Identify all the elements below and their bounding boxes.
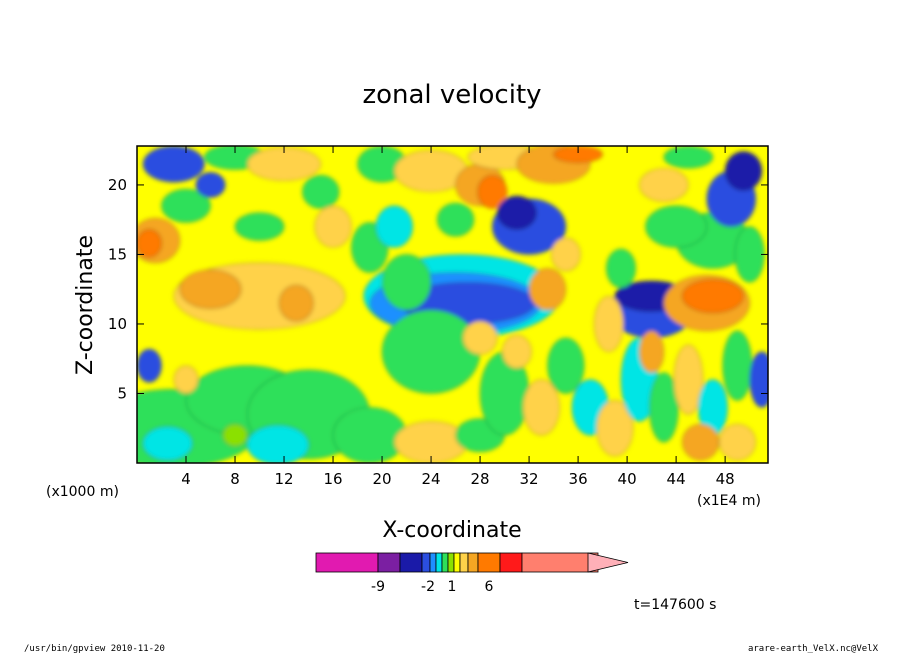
- field-contour-blob: [302, 174, 340, 209]
- field-contour-blob: [381, 309, 481, 394]
- field-contour-blob: [137, 348, 162, 383]
- field-contour-blob: [522, 379, 561, 436]
- field-contour-blob: [596, 400, 634, 457]
- x-tick-label: 40: [618, 470, 637, 488]
- x-tick-label: 12: [274, 470, 293, 488]
- field-contour-blob: [718, 423, 757, 461]
- field-contour-blob: [639, 330, 665, 373]
- y-axis-label: Z-coordinate: [73, 235, 98, 375]
- colorbar-segment: [435, 552, 443, 573]
- colorbar-segment: [399, 552, 423, 573]
- colorbar-segment: [521, 552, 599, 573]
- field-contour-blob: [749, 351, 768, 408]
- footer-left: /usr/bin/gpview 2010-11-20: [24, 644, 165, 654]
- field-contour-blob: [645, 205, 708, 248]
- colorbar-segment: [499, 552, 523, 573]
- colorbar-tick-label: 6: [485, 579, 494, 595]
- colorbar-segment: [467, 552, 479, 573]
- field-contour-blob: [663, 146, 714, 169]
- x-tick-label: 48: [716, 470, 735, 488]
- x-tick-label: 16: [323, 470, 342, 488]
- field-contour-blob: [179, 269, 242, 309]
- x-axis-ticks: 4 8 12 16 20 24 28 32 36 40 44 48: [181, 146, 735, 488]
- field-contour-blob: [234, 212, 285, 241]
- field-contour-blob: [278, 284, 314, 322]
- field-contour-blob: [142, 146, 205, 183]
- y-tick-label: 15: [108, 245, 127, 263]
- colorbar: [315, 552, 629, 573]
- colorbar-segment: [429, 552, 437, 573]
- x-tick-label: 36: [569, 470, 588, 488]
- x-tick-label: 24: [422, 470, 441, 488]
- colorbar-tick-label: -9: [371, 579, 385, 595]
- field-contour-blob: [681, 279, 744, 314]
- field-contour-blob: [375, 205, 413, 248]
- field-contour-blob: [681, 423, 720, 461]
- field-contour-blob: [332, 407, 407, 463]
- field-contour-blob: [550, 237, 581, 272]
- colorbar-segment: [447, 552, 455, 573]
- colorbar-segment: [441, 552, 449, 573]
- colorbar-tick-label: 1: [448, 579, 457, 595]
- field-contour-blob: [142, 426, 193, 461]
- field-contour-blob: [173, 365, 199, 394]
- y-tick-label: 5: [117, 384, 127, 402]
- field-contour-blob: [722, 330, 753, 401]
- footer-right: arare-earth_VelX.nc@VelX: [748, 644, 879, 654]
- field-contour-blob: [501, 334, 532, 369]
- y-tick-label: 20: [108, 176, 127, 194]
- velocity-field: [137, 146, 768, 463]
- x-axis-unit-left: (x1000 m): [46, 484, 119, 500]
- colorbar-tick-label: -2: [421, 579, 435, 595]
- field-contour-blob: [246, 425, 309, 463]
- colorbar-segment: [315, 552, 379, 573]
- field-contour-blob: [477, 174, 508, 209]
- colorbar-segment: [477, 552, 501, 573]
- field-contour-blob: [593, 295, 624, 353]
- field-contour-blob: [137, 229, 162, 258]
- x-axis-unit-right: (x1E4 m): [697, 493, 761, 509]
- colorbar-segment: [421, 552, 431, 573]
- colorbar-arrow: [587, 552, 629, 573]
- x-axis-label: X-coordinate: [382, 518, 521, 543]
- colorbar-labels: -9 -2 1 6: [371, 579, 494, 595]
- timestamp-label: t=147600 s: [634, 597, 716, 613]
- field-contour-blob: [605, 248, 636, 289]
- field-contour-blob: [222, 423, 248, 447]
- field-contour-blob: [496, 195, 537, 230]
- field-contour-blob: [648, 372, 679, 443]
- x-tick-label: 44: [667, 470, 686, 488]
- y-tick-label: 10: [108, 315, 127, 333]
- field-contour-blob: [639, 167, 689, 202]
- x-tick-label: 28: [471, 470, 490, 488]
- x-tick-label: 8: [230, 470, 240, 488]
- field-contour-blob: [734, 226, 765, 283]
- field-contour-blob: [195, 172, 226, 198]
- chart-title: zonal velocity: [362, 80, 541, 110]
- x-tick-label: 4: [181, 470, 191, 488]
- field-contour-blob: [161, 188, 211, 223]
- x-tick-label: 20: [373, 470, 392, 488]
- plot-frame: [136, 145, 769, 464]
- field-contour-blob: [547, 337, 585, 394]
- y-axis-ticks: 5 10 15 20: [108, 176, 768, 402]
- x-tick-label: 32: [520, 470, 539, 488]
- field-contour-blob: [436, 202, 475, 237]
- colorbar-segment: [377, 552, 401, 573]
- field-contour-blob: [673, 344, 704, 415]
- colorbar-segment: [459, 552, 469, 573]
- field-contour-blob: [528, 268, 567, 311]
- field-contour-blob: [314, 205, 352, 248]
- colorbar-segment: [453, 552, 461, 573]
- field-contour-blob: [462, 320, 498, 355]
- field-contour-blob: [381, 254, 432, 311]
- field-blobs: [137, 146, 768, 463]
- field-contour-blob: [553, 146, 603, 163]
- field-contour-blob: [724, 151, 763, 191]
